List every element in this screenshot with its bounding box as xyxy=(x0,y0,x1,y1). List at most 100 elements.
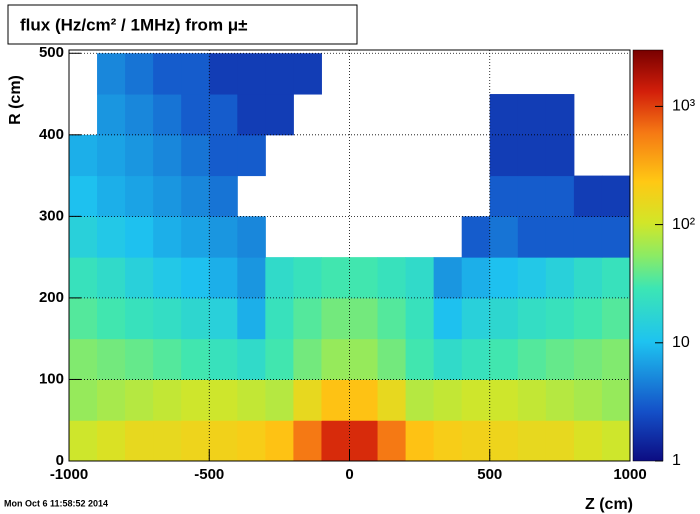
x-tick-label: -500 xyxy=(194,466,224,483)
cell xyxy=(265,338,294,380)
cell xyxy=(209,175,238,217)
cell xyxy=(181,379,210,421)
cell xyxy=(265,53,294,95)
cell xyxy=(125,175,154,217)
cell xyxy=(377,379,407,421)
cell xyxy=(237,257,266,299)
cell xyxy=(181,134,210,177)
cell xyxy=(461,257,491,299)
cell xyxy=(237,379,266,421)
cell xyxy=(97,379,126,421)
y-tick-label: 0 xyxy=(56,452,64,469)
x-tick-label: 500 xyxy=(477,466,502,483)
cell xyxy=(97,216,126,258)
cell xyxy=(517,420,547,462)
timestamp: Mon Oct 6 11:58:52 2014 xyxy=(4,498,108,508)
cell xyxy=(237,338,266,380)
cell xyxy=(433,257,463,299)
cell xyxy=(125,379,154,421)
cell xyxy=(125,53,154,95)
cell xyxy=(377,338,407,380)
cell xyxy=(153,257,182,299)
color-bar-label: 10³ xyxy=(672,98,696,115)
cell xyxy=(293,338,322,380)
cell xyxy=(209,379,238,421)
cell xyxy=(461,216,491,258)
cell xyxy=(153,175,182,217)
cell xyxy=(293,297,322,340)
cell xyxy=(181,297,210,340)
plot-frame xyxy=(68,49,631,462)
cell xyxy=(433,297,463,340)
cell xyxy=(125,94,154,136)
cell xyxy=(153,379,182,421)
cell xyxy=(265,379,294,421)
cell xyxy=(69,216,98,258)
cell xyxy=(601,175,631,217)
cell xyxy=(97,420,126,462)
cell xyxy=(153,134,182,177)
cell xyxy=(293,420,322,462)
cell xyxy=(153,53,182,95)
cell xyxy=(321,379,350,421)
cell xyxy=(489,134,519,177)
title-box xyxy=(7,4,358,45)
cell xyxy=(573,216,603,258)
color-bar xyxy=(632,49,664,462)
cell xyxy=(97,257,126,299)
cell xyxy=(153,338,182,380)
cell xyxy=(265,297,294,340)
cell xyxy=(237,420,266,462)
cell xyxy=(153,420,182,462)
cell xyxy=(237,94,266,136)
cell xyxy=(405,379,435,421)
cell xyxy=(349,257,379,299)
cell xyxy=(377,257,407,299)
x-tick-label: -1000 xyxy=(50,466,88,483)
cell xyxy=(97,297,126,340)
cell xyxy=(349,420,379,462)
cell xyxy=(489,297,519,340)
color-bar-label: 10 xyxy=(672,334,690,351)
chart-title: flux (Hz/cm² / 1MHz) from μ± xyxy=(20,15,248,34)
cell xyxy=(209,297,238,340)
cell xyxy=(573,297,603,340)
color-bar-label: 10² xyxy=(672,216,696,233)
cell xyxy=(601,257,631,299)
cell xyxy=(153,94,182,136)
cell xyxy=(69,297,98,340)
cell xyxy=(517,94,547,136)
cell xyxy=(489,175,519,217)
cell xyxy=(265,94,294,136)
cell xyxy=(97,134,126,177)
cell xyxy=(209,338,238,380)
cell xyxy=(461,338,491,380)
cell xyxy=(69,420,98,462)
cell xyxy=(181,53,210,95)
cell xyxy=(461,379,491,421)
cell xyxy=(517,134,547,177)
cell xyxy=(545,379,575,421)
cell xyxy=(545,338,575,380)
cell xyxy=(517,257,547,299)
y-tick-label: 500 xyxy=(39,44,64,61)
cells xyxy=(69,53,631,462)
cell xyxy=(209,134,238,177)
cell xyxy=(209,216,238,258)
cell xyxy=(181,338,210,380)
cell xyxy=(601,420,631,462)
cell xyxy=(573,420,603,462)
cell xyxy=(545,94,575,136)
cell xyxy=(377,420,407,462)
cell xyxy=(377,297,407,340)
cell xyxy=(321,297,350,340)
cell xyxy=(265,257,294,299)
y-tick-label: 100 xyxy=(39,370,64,387)
cell xyxy=(209,94,238,136)
cell xyxy=(125,134,154,177)
cell xyxy=(601,338,631,380)
cell xyxy=(517,175,547,217)
cell xyxy=(489,379,519,421)
x-tick-label: 1000 xyxy=(613,466,646,483)
